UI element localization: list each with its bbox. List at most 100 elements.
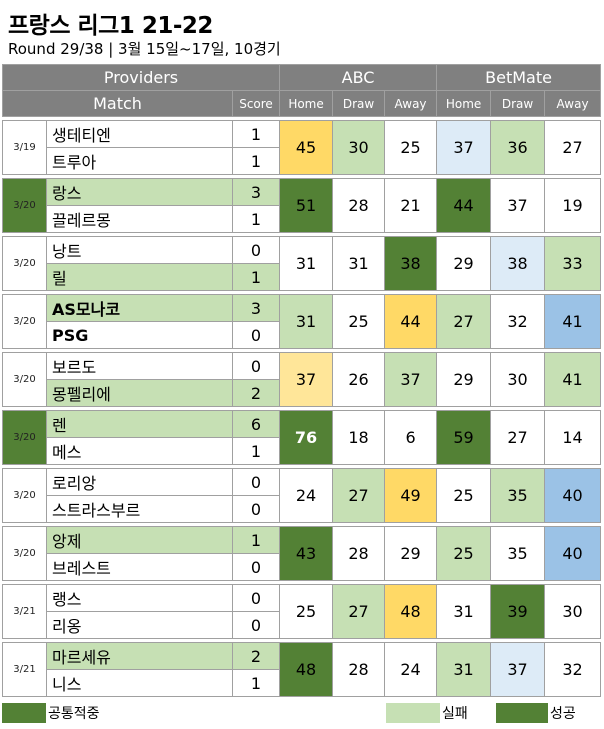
away-team: 릴 (46, 263, 233, 291)
prob-abc-draw: 26 (332, 352, 386, 407)
prob-abc-draw: 25 (332, 294, 386, 349)
prob-betmate-away: 32 (544, 642, 602, 697)
away-score: 1 (231, 669, 281, 697)
match-date: 3/20 (2, 526, 47, 581)
match-date: 3/20 (2, 178, 47, 233)
prob-betmate-draw: 35 (490, 468, 546, 523)
prediction-table: Providers ABC BetMate Match Score Home D… (1, 64, 602, 697)
home-team: 마르세유 (46, 642, 233, 670)
prob-betmate-home: 29 (436, 236, 492, 291)
home-score: 3 (231, 178, 281, 206)
away-score: 1 (231, 147, 281, 175)
header-abc-draw: Draw (332, 90, 386, 117)
away-score: 0 (231, 321, 281, 349)
prob-abc-away: 21 (384, 178, 438, 233)
header-providers: Providers (1, 64, 281, 91)
home-score: 1 (231, 526, 281, 554)
match-date: 3/20 (2, 236, 47, 291)
prob-betmate-draw: 32 (490, 294, 546, 349)
legend-success-label: 성공 (550, 706, 576, 722)
prob-betmate-draw: 27 (490, 410, 546, 465)
home-score: 2 (231, 642, 281, 670)
header-betmate-home: Home (436, 90, 492, 117)
match-row-away: 니스 1 (3, 669, 601, 697)
prob-abc-away: 37 (384, 352, 438, 407)
home-score: 3 (231, 294, 281, 322)
prob-abc-away: 38 (384, 236, 438, 291)
prob-betmate-home: 37 (436, 120, 492, 175)
prob-betmate-home: 31 (436, 584, 492, 639)
prob-abc-draw: 18 (332, 410, 386, 465)
prob-abc-home: 31 (279, 294, 334, 349)
match-row-home: 3/20 보르도 0 37 26 37 29 30 41 (2, 352, 602, 407)
away-score: 1 (231, 437, 281, 465)
match-row-home: 3/19 생테티엔 1 45 30 25 37 36 27 (2, 120, 602, 175)
match-row-home: 3/20 랑스 3 51 28 21 44 37 19 (2, 178, 602, 233)
prob-betmate-draw: 39 (490, 584, 546, 639)
away-score: 0 (231, 553, 281, 581)
prob-betmate-away: 30 (544, 584, 602, 639)
round-info: Round 29/38 | 3월 15일~17일, 10경기 (8, 40, 281, 58)
prob-betmate-draw: 38 (490, 236, 546, 291)
away-team: 메스 (46, 437, 233, 465)
header-betmate-draw: Draw (490, 90, 546, 117)
prob-abc-home: 76 (279, 410, 334, 465)
legend-common-label: 공통적중 (48, 706, 100, 722)
legend-success: 성공 (496, 703, 576, 723)
prob-betmate-draw: 37 (490, 178, 546, 233)
prob-betmate-away: 40 (544, 468, 602, 523)
prob-betmate-away: 19 (544, 178, 602, 233)
away-team: 끌레르몽 (46, 205, 233, 233)
prob-betmate-home: 25 (436, 468, 492, 523)
away-score: 2 (231, 379, 281, 407)
home-team: 렌 (46, 410, 233, 438)
match-row-home: 3/20 로리앙 0 24 27 49 25 35 40 (2, 468, 602, 523)
prob-abc-home: 45 (279, 120, 334, 175)
home-score: 0 (231, 352, 281, 380)
home-team: 보르도 (46, 352, 233, 380)
prob-betmate-away: 41 (544, 294, 602, 349)
header-betmate-away: Away (544, 90, 602, 117)
home-team: 로리앙 (46, 468, 233, 496)
away-score: 0 (231, 495, 281, 523)
match-date: 3/19 (2, 120, 47, 175)
prob-betmate-away: 33 (544, 236, 602, 291)
prob-abc-home: 24 (279, 468, 334, 523)
prob-betmate-home: 25 (436, 526, 492, 581)
prob-abc-home: 51 (279, 178, 334, 233)
home-score: 0 (231, 584, 281, 612)
match-date: 3/20 (2, 352, 47, 407)
prob-abc-draw: 30 (332, 120, 386, 175)
prob-betmate-away: 40 (544, 526, 602, 581)
home-team: 앙제 (46, 526, 233, 554)
legend-fail-label: 실패 (442, 706, 468, 722)
home-team: 랑스 (46, 178, 233, 206)
prob-abc-home: 48 (279, 642, 334, 697)
away-team: 브레스트 (46, 553, 233, 581)
prob-abc-away: 29 (384, 526, 438, 581)
prob-abc-away: 49 (384, 468, 438, 523)
home-score: 6 (231, 410, 281, 438)
match-row-home: 3/20 렌 6 76 18 6 59 27 14 (2, 410, 602, 465)
match-row-away: 트루아 1 (3, 147, 601, 175)
prob-betmate-home: 29 (436, 352, 492, 407)
home-score: 1 (231, 120, 281, 148)
match-date: 3/20 (2, 468, 47, 523)
prob-abc-away: 24 (384, 642, 438, 697)
prob-betmate-away: 14 (544, 410, 602, 465)
legend-fail: 실패 (386, 703, 468, 723)
match-date: 3/20 (2, 410, 47, 465)
home-team: 낭트 (46, 236, 233, 264)
home-score: 0 (231, 468, 281, 496)
legend-success-swatch (496, 703, 548, 723)
prob-betmate-home: 27 (436, 294, 492, 349)
prob-abc-home: 43 (279, 526, 334, 581)
away-score: 1 (231, 205, 281, 233)
match-row-away: 몽펠리에 2 (3, 379, 601, 407)
page-title: 프랑스 리그1 21-22 (8, 13, 213, 39)
away-team: 몽펠리에 (46, 379, 233, 407)
away-team: 니스 (46, 669, 233, 697)
match-row-away: 브레스트 0 (3, 553, 601, 581)
match-date: 3/20 (2, 294, 47, 349)
match-row-home: 3/21 랭스 0 25 27 48 31 39 30 (2, 584, 602, 639)
